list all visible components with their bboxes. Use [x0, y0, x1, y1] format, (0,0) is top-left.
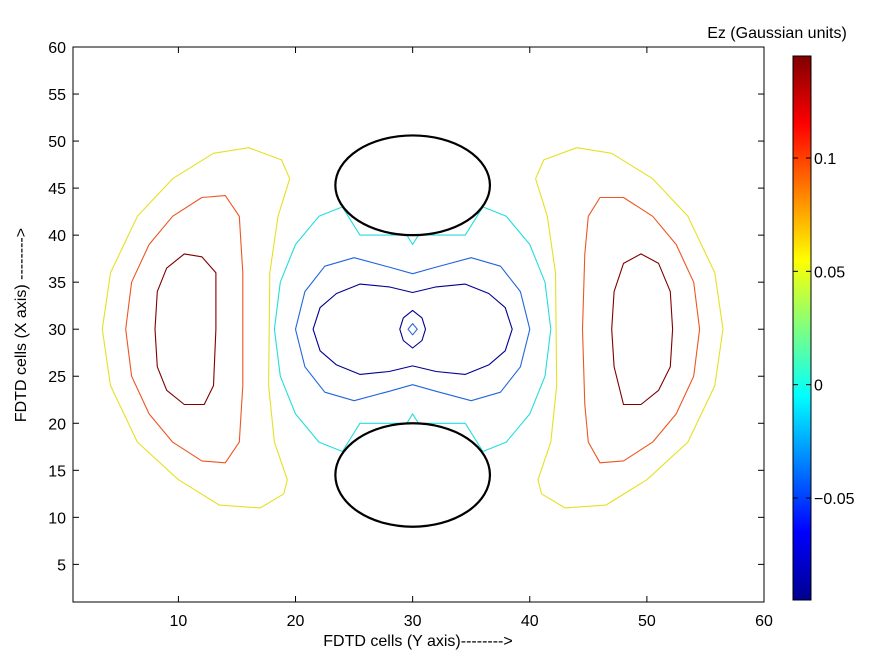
y-tick-label: 35	[48, 275, 66, 292]
y-tick-label: 45	[48, 181, 66, 198]
y-tick-label: 5	[57, 557, 66, 574]
contour-line-4-1	[407, 323, 418, 336]
y-tick-label: 55	[48, 87, 66, 104]
colorbar-tick-label: −0.05	[814, 491, 855, 508]
y-tick-label: 30	[48, 322, 66, 339]
x-tick-label: 40	[521, 613, 539, 630]
contour-line-5-0	[312, 283, 513, 375]
cylinder-layer	[334, 134, 492, 528]
colorbar-tick-label: 0	[814, 378, 823, 395]
contour-line-1-1	[581, 196, 701, 464]
colorbar-title: Ez (Gaussian units)	[707, 25, 847, 42]
contour-line-1-0	[125, 195, 244, 464]
colorbar-tick-label: 0.1	[814, 151, 836, 168]
y-tick-label: 40	[48, 228, 66, 245]
x-tick-label: 10	[170, 613, 188, 630]
y-tick-label: 20	[48, 416, 66, 433]
y-tick-label: 60	[48, 40, 66, 57]
colorbar-ticks: −0.05 0 0.05 0.1	[793, 151, 855, 508]
contour-line-4-0	[294, 257, 531, 402]
y-tick-label: 10	[48, 510, 66, 527]
y-tick-label: 25	[48, 369, 66, 386]
cylinder-outline-1	[334, 422, 492, 528]
cylinder-outline-0	[334, 134, 492, 237]
x-axis: 10 20 30 40 50 60	[170, 47, 773, 630]
contour-layer	[101, 147, 724, 509]
contour-line-2-1	[535, 147, 724, 509]
y-tick-label: 50	[48, 134, 66, 151]
colorbar	[792, 55, 812, 601]
colorbar-tick-label: 0.05	[814, 264, 845, 281]
plot-area	[72, 46, 765, 603]
x-tick-label: 60	[755, 613, 773, 630]
x-tick-label: 50	[638, 613, 656, 630]
contour-line-0-1	[611, 253, 674, 406]
contour-line-0-0	[154, 253, 217, 406]
contour-line-5-1	[399, 309, 427, 349]
y-axis: 5 10 15 20 25 30 35 40 45 50 55 60	[48, 40, 764, 574]
y-tick-label: 15	[48, 463, 66, 480]
contour-line-2-0	[101, 147, 291, 509]
x-axis-title: FDTD cells (Y axis)-------->	[323, 633, 512, 650]
x-tick-label: 20	[287, 613, 305, 630]
y-axis-title: FDTD cells (X axis) -------->	[13, 228, 30, 422]
x-tick-label: 30	[404, 613, 422, 630]
